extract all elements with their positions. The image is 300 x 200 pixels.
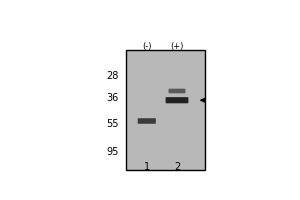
Text: 55: 55 [106,119,119,129]
Bar [126,50,205,170]
Text: (+): (+) [170,42,184,51]
FancyBboxPatch shape [166,97,188,103]
FancyBboxPatch shape [138,118,156,124]
Text: 1: 1 [144,162,150,172]
Text: 36: 36 [106,93,119,103]
Text: 95: 95 [106,147,119,157]
Text: 28: 28 [106,71,119,81]
Text: 2: 2 [174,162,180,172]
FancyBboxPatch shape [169,89,185,93]
Text: (-): (-) [142,42,152,51]
